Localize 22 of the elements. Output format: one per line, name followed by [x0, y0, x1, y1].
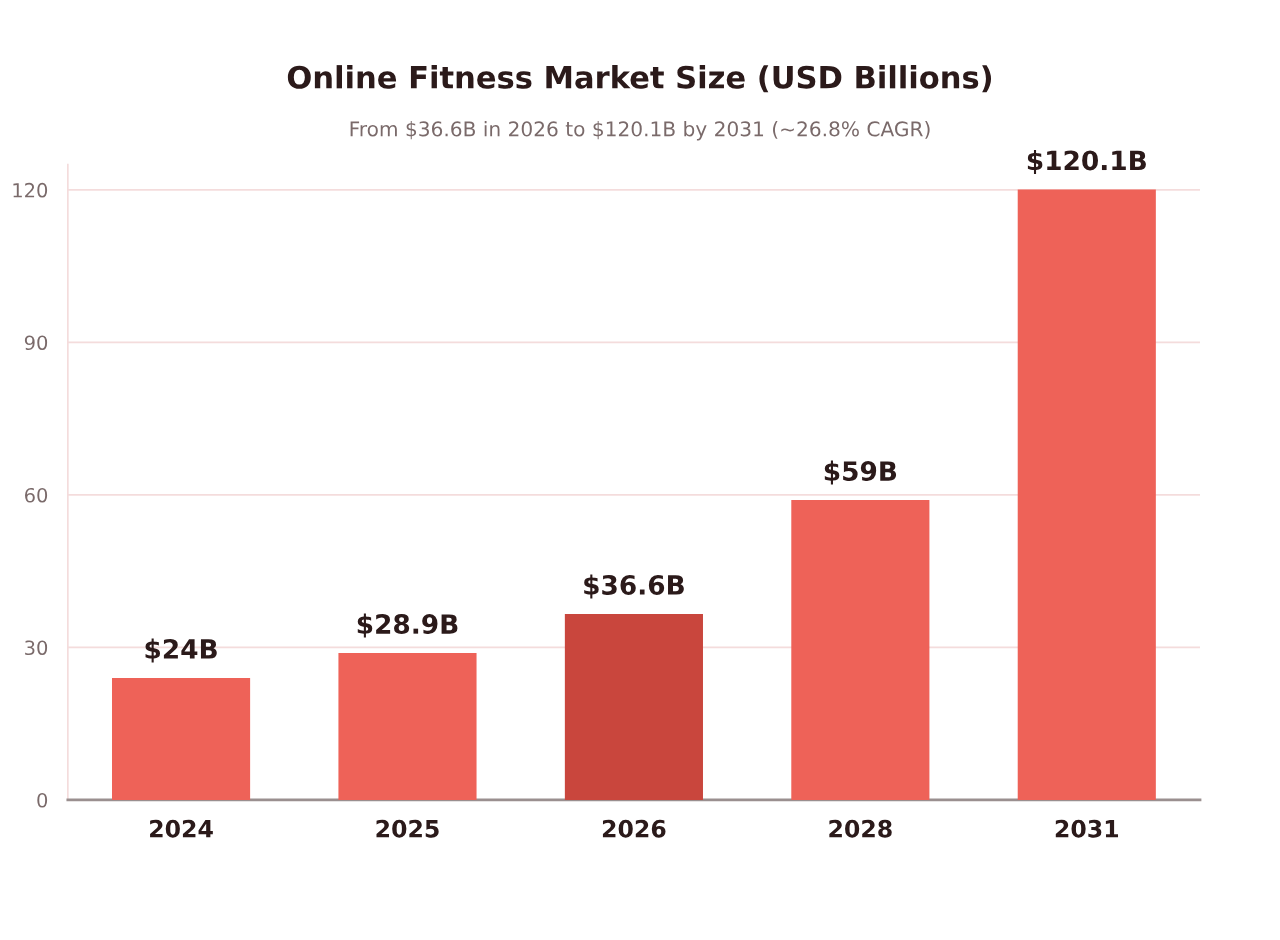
- bar: [111, 677, 251, 800]
- chart-title: Online Fitness Market Size (USD Billions): [287, 65, 992, 93]
- data-label: $24B: [145, 638, 217, 663]
- chart-subtitle: From $36.6B in 2026 to $120.1B by 2031 (~26.8% CAGR): [350, 120, 930, 141]
- y-tick-label: 120: [13, 182, 48, 198]
- data-label: $59B: [824, 460, 897, 485]
- x-tick-label: 2024: [150, 819, 213, 838]
- x-tick-label: 2026: [602, 819, 666, 838]
- y-tick-label: 90: [24, 335, 48, 351]
- bar: [791, 500, 930, 800]
- bar: [1017, 189, 1156, 800]
- x-tick-label: 2028: [829, 819, 892, 838]
- bar: [564, 613, 703, 800]
- data-label: $28.9B: [357, 613, 458, 638]
- bar: [338, 653, 477, 800]
- y-tick-label: 30: [25, 640, 48, 656]
- data-label: $120.1B: [1027, 149, 1146, 174]
- x-tick-label: 2025: [376, 819, 439, 838]
- x-tick-label: 2031: [1055, 819, 1119, 838]
- y-tick-label: 60: [25, 487, 48, 503]
- data-label: $36.6B: [584, 574, 684, 599]
- y-tick-label: 0: [37, 792, 48, 808]
